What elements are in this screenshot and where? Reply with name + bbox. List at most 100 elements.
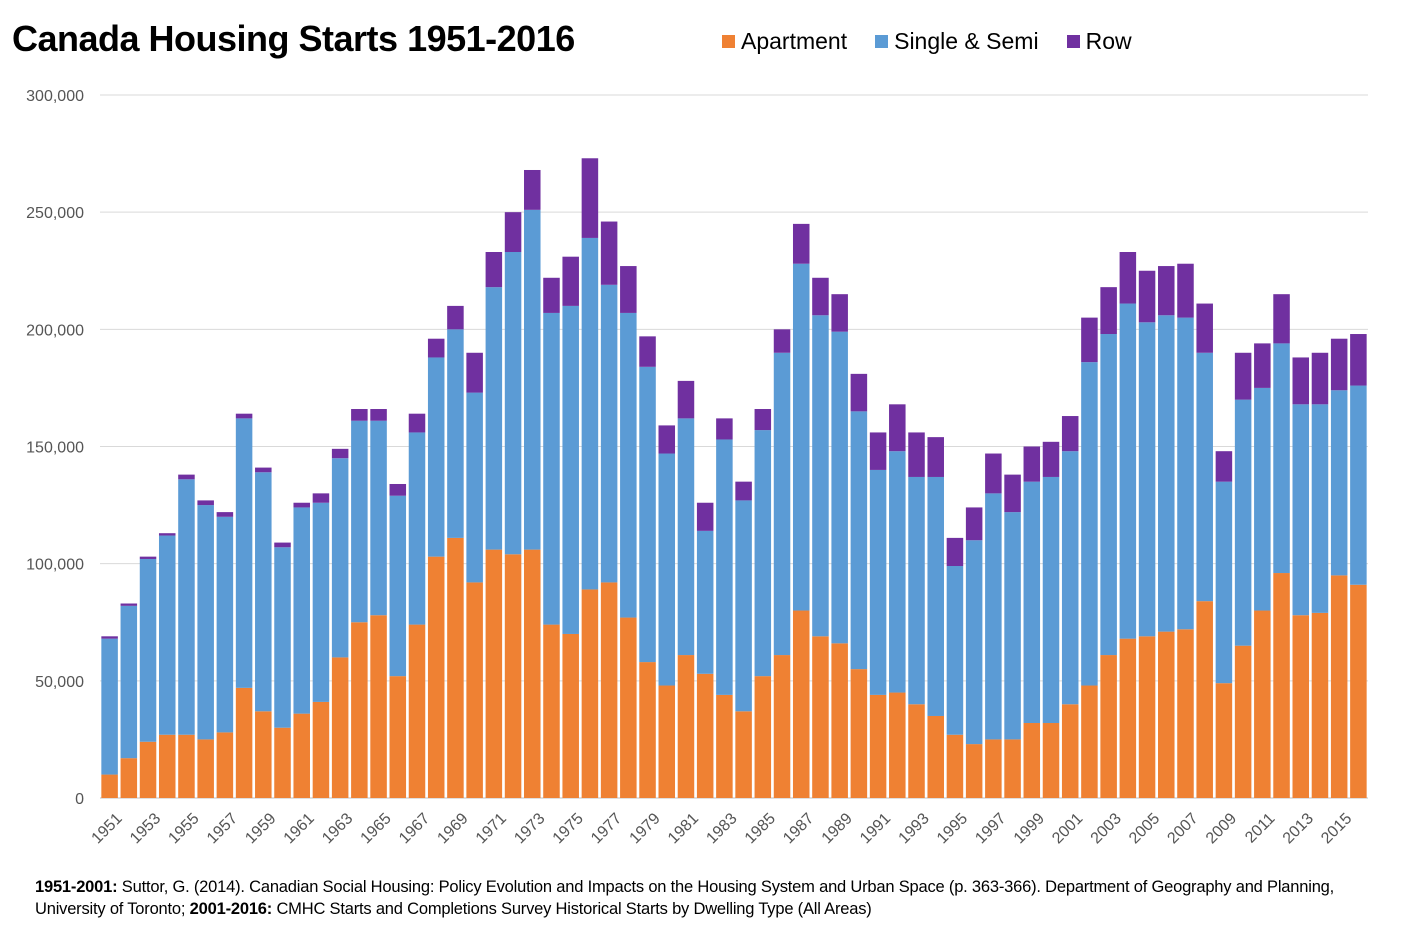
x-tick-label: 1969 (434, 810, 471, 847)
bar-apartment-2011 (1254, 610, 1271, 798)
bar-single-semi-1965 (370, 420, 387, 616)
bar-single-semi-1971 (485, 287, 503, 550)
bar-apartment-2006 (1158, 631, 1175, 798)
bar-single-semi-1996 (965, 540, 983, 745)
bar-single-semi-1984 (735, 500, 752, 712)
bar-apartment-1975 (562, 633, 579, 798)
bar-single-semi-1959 (255, 472, 272, 712)
bar-row-2011 (1254, 343, 1271, 388)
bar-row-1964 (351, 409, 368, 421)
bar-row-2014 (1311, 352, 1329, 405)
bar-apartment-1968 (427, 556, 445, 798)
bar-single-semi-1973 (524, 209, 541, 550)
bar-apartment-1987 (792, 610, 810, 798)
bar-single-semi-1966 (389, 495, 407, 677)
x-tick-label: 2013 (1280, 810, 1317, 847)
bar-row-2013 (1292, 357, 1310, 405)
bar-single-semi-1964 (351, 420, 368, 623)
bar-apartment-1963 (331, 657, 349, 798)
x-tick-label: 1981 (665, 810, 702, 847)
bar-single-semi-1972 (504, 252, 522, 555)
bar-apartment-1974 (543, 624, 560, 798)
bar-apartment-1978 (620, 617, 637, 798)
x-tick-label: 1957 (204, 810, 241, 847)
bar-row-1982 (696, 502, 714, 531)
bar-single-semi-1990 (850, 411, 868, 670)
bar-single-semi-2001 (1061, 451, 1079, 705)
bar-single-semi-1982 (696, 530, 714, 674)
bars (101, 158, 1367, 798)
bar-apartment-1977 (600, 582, 618, 798)
source-text-2: CMHC Starts and Completions Survey Histo… (272, 900, 872, 918)
bar-single-semi-1961 (293, 507, 310, 714)
bar-row-1996 (965, 507, 983, 541)
bar-apartment-2013 (1292, 615, 1310, 798)
bar-apartment-1989 (831, 643, 848, 798)
bar-single-semi-2004 (1119, 303, 1137, 639)
bar-row-2016 (1350, 334, 1367, 386)
bar-apartment-2008 (1196, 601, 1213, 798)
bar-apartment-2016 (1350, 584, 1367, 798)
bar-single-semi-1954 (158, 535, 176, 735)
bar-apartment-1993 (908, 704, 925, 798)
bar-single-semi-2000 (1042, 476, 1060, 724)
bar-single-semi-1976 (581, 237, 599, 590)
bar-apartment-1966 (389, 676, 407, 798)
bar-single-semi-1992 (889, 451, 906, 693)
bar-apartment-1976 (581, 589, 599, 798)
bar-apartment-1960 (274, 727, 291, 798)
bar-single-semi-1956 (197, 505, 214, 740)
chart-title: Canada Housing Starts 1951-2016 (12, 18, 575, 59)
bar-row-1963 (331, 448, 349, 459)
bar-apartment-2004 (1119, 638, 1137, 798)
bar-single-semi-2002 (1081, 362, 1098, 686)
legend-label-row: Row (1085, 28, 1132, 54)
x-tick-label: 1987 (780, 810, 817, 847)
bar-single-semi-2012 (1273, 343, 1290, 574)
bar-row-1994 (927, 437, 944, 477)
bar-single-semi-2016 (1350, 385, 1367, 585)
bar-row-1973 (524, 169, 541, 210)
bar-apartment-1984 (735, 711, 752, 798)
bar-row-1951 (101, 636, 118, 639)
bar-row-2007 (1177, 263, 1194, 318)
bar-apartment-1961 (293, 713, 310, 798)
bar-apartment-1990 (850, 669, 868, 798)
bar-apartment-2009 (1215, 683, 1233, 798)
bar-single-semi-2009 (1215, 481, 1233, 684)
x-tick-label: 2005 (1126, 810, 1163, 847)
bar-apartment-2007 (1177, 629, 1194, 798)
bar-row-1976 (581, 158, 599, 238)
x-tick-label: 1995 (934, 810, 971, 847)
legend-item-row: Row (1066, 28, 1132, 55)
bar-single-semi-1994 (927, 476, 944, 716)
bar-row-2006 (1158, 266, 1175, 316)
x-tick-label: 2015 (1318, 810, 1355, 847)
x-tick-label: 1975 (550, 810, 587, 847)
source-text-1: Suttor, G. (2014). Canadian Social Housi… (35, 878, 1335, 918)
bar-row-1984 (735, 481, 752, 501)
bar-apartment-1952 (120, 758, 138, 798)
bar-single-semi-1995 (946, 566, 964, 735)
bar-single-semi-1985 (754, 430, 772, 677)
x-tick-label: 1973 (511, 810, 548, 847)
gridlines (100, 94, 1368, 799)
bar-single-semi-1979 (639, 366, 656, 663)
bar-row-1971 (485, 252, 503, 288)
bar-row-1981 (677, 380, 695, 419)
bar-row-1969 (447, 305, 464, 330)
bar-apartment-1991 (869, 694, 887, 798)
bar-row-2010 (1234, 352, 1252, 400)
bar-apartment-2005 (1138, 636, 1156, 798)
bar-row-1958 (235, 413, 253, 419)
bar-row-1968 (427, 338, 445, 358)
bar-row-1978 (620, 266, 637, 313)
legend-item-single-semi: Single & Semi (875, 28, 1039, 55)
bar-single-semi-1975 (562, 305, 579, 634)
bar-row-1985 (754, 409, 772, 431)
bar-single-semi-1958 (235, 418, 253, 688)
bar-row-1972 (504, 212, 522, 253)
bar-single-semi-1978 (620, 312, 637, 618)
stacked-bar-chart: 0 50,000 100,000 150,000 200,000 250,000 300,0… (26, 88, 1368, 847)
bar-row-1992 (889, 404, 906, 452)
